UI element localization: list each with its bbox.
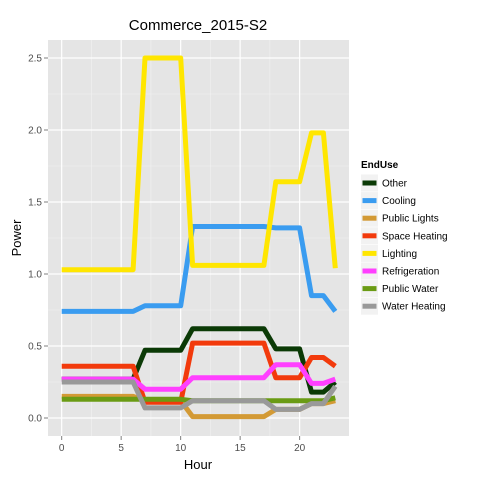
y-tick-label: 0.5 — [28, 342, 42, 353]
x-tick-label: 0 — [59, 443, 65, 454]
series-line-cooling — [61, 224, 338, 314]
legend-label-other: Other — [382, 179, 408, 190]
legend: EndUse Other Cooling Public Lights Space He… — [361, 160, 448, 315]
series-line-water-heating — [61, 379, 338, 412]
series-line-space-heating — [61, 340, 337, 405]
x-tick-label: 5 — [118, 443, 124, 454]
y-tick-label: 1.5 — [28, 198, 42, 209]
y-tick-label: 1.0 — [28, 270, 42, 281]
legend-label-refrigeration: Refrigeration — [382, 267, 439, 278]
legend-label-water-heating: Water Heating — [382, 302, 446, 313]
y-axis-title: Power — [9, 219, 24, 257]
y-tick-label: 2.0 — [28, 126, 42, 137]
x-tick-label: 15 — [235, 443, 247, 454]
x-tick-label: 20 — [294, 443, 306, 454]
x-axis: 0 5 10 15 20 — [59, 436, 306, 454]
chart-title: Commerce_2015-S2 — [129, 17, 267, 34]
x-axis-title: Hour — [184, 457, 213, 472]
legend-title: EndUse — [361, 160, 399, 171]
series-line-lighting — [61, 55, 338, 273]
series-layer — [61, 55, 338, 420]
legend-label-public-water: Public Water — [382, 284, 439, 295]
legend-label-space-heating: Space Heating — [382, 231, 448, 242]
legend-label-lighting: Lighting — [382, 249, 417, 260]
y-axis: 0.0 0.5 1.0 1.5 2.0 2.5 — [28, 54, 48, 425]
y-tick-label: 0.0 — [28, 414, 42, 425]
x-tick-label: 10 — [175, 443, 187, 454]
grid-minor — [48, 40, 349, 436]
legend-label-public-lights: Public Lights — [382, 214, 439, 225]
series-line-refrigeration — [61, 362, 337, 392]
legend-label-cooling: Cooling — [382, 196, 416, 207]
y-tick-label: 2.5 — [28, 54, 42, 65]
